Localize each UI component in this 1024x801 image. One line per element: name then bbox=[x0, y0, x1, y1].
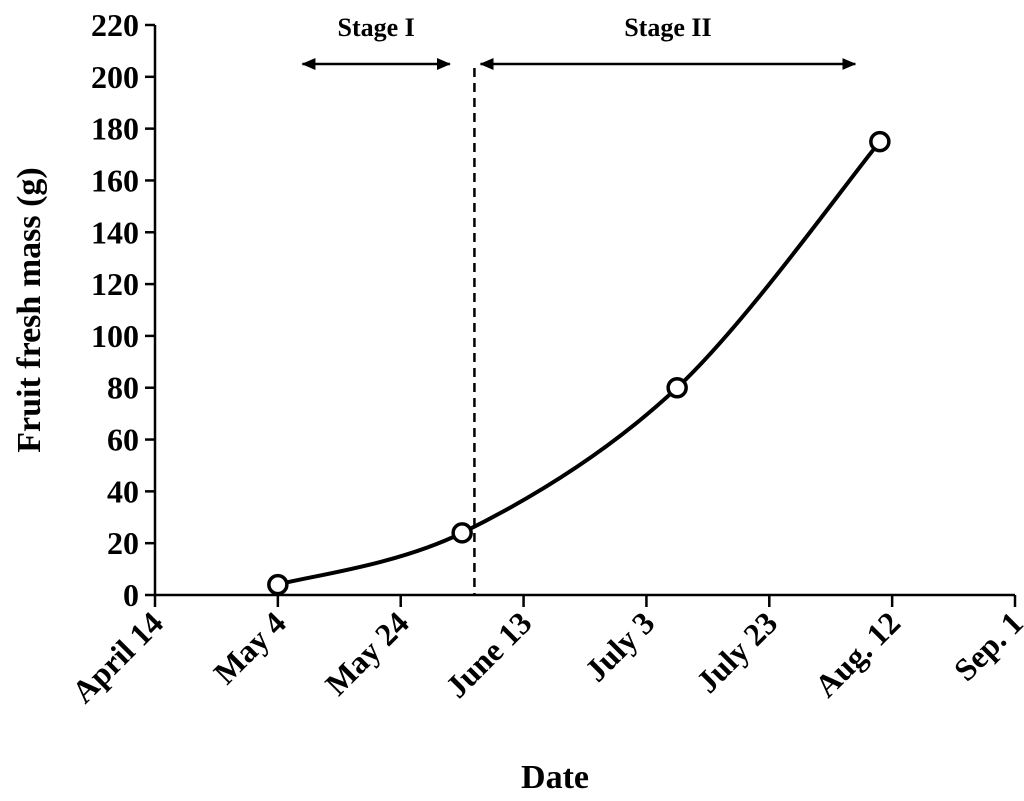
y-tick-label: 180 bbox=[91, 111, 139, 147]
x-ticks: April 14 May 4 May 24 June 13 July 3 July 23 A… bbox=[65, 595, 1024, 710]
plot-area: 0 20 40 60 80 100 120 140 160 180 200 220 April 14 M… bbox=[65, 7, 1024, 710]
y-tick-label: 140 bbox=[91, 214, 139, 250]
stage-label: Stage II bbox=[624, 13, 711, 42]
y-tick-label: 200 bbox=[91, 59, 139, 95]
series-line bbox=[277, 140, 882, 587]
x-tick-label: May 4 bbox=[206, 604, 292, 690]
x-tick-label: June 13 bbox=[438, 604, 538, 704]
y-axis-title: Fruit fresh mass (g) bbox=[11, 167, 48, 453]
data-point bbox=[451, 522, 473, 544]
y-tick-label: 220 bbox=[91, 7, 139, 43]
data-points bbox=[267, 130, 891, 596]
y-tick-label: 120 bbox=[91, 266, 139, 302]
y-tick-label: 160 bbox=[91, 162, 139, 198]
y-tick-label: 0 bbox=[123, 577, 139, 613]
y-tick-label: 100 bbox=[91, 318, 139, 354]
x-tick-label: July 23 bbox=[689, 604, 784, 699]
x-tick-label: May 24 bbox=[318, 604, 416, 702]
stage-label: Stage I bbox=[338, 13, 415, 42]
y-ticks: 0 20 40 60 80 100 120 140 160 180 200 220 bbox=[91, 7, 155, 613]
x-tick-label: April 14 bbox=[65, 604, 170, 709]
y-tick-label: 40 bbox=[107, 473, 139, 509]
stage-annotations: Stage I Stage II bbox=[301, 13, 857, 70]
x-axis-title: Date bbox=[521, 759, 589, 796]
y-tick-label: 80 bbox=[107, 370, 139, 406]
x-tick-label: Sep. 1 bbox=[947, 604, 1024, 687]
y-tick-label: 20 bbox=[107, 525, 139, 561]
y-tick-label: 60 bbox=[107, 422, 139, 458]
x-tick-label: July 3 bbox=[577, 604, 661, 688]
data-point bbox=[869, 130, 891, 153]
data-point bbox=[267, 573, 289, 596]
data-point bbox=[666, 376, 688, 399]
x-tick-label: Aug. 12 bbox=[807, 604, 907, 704]
